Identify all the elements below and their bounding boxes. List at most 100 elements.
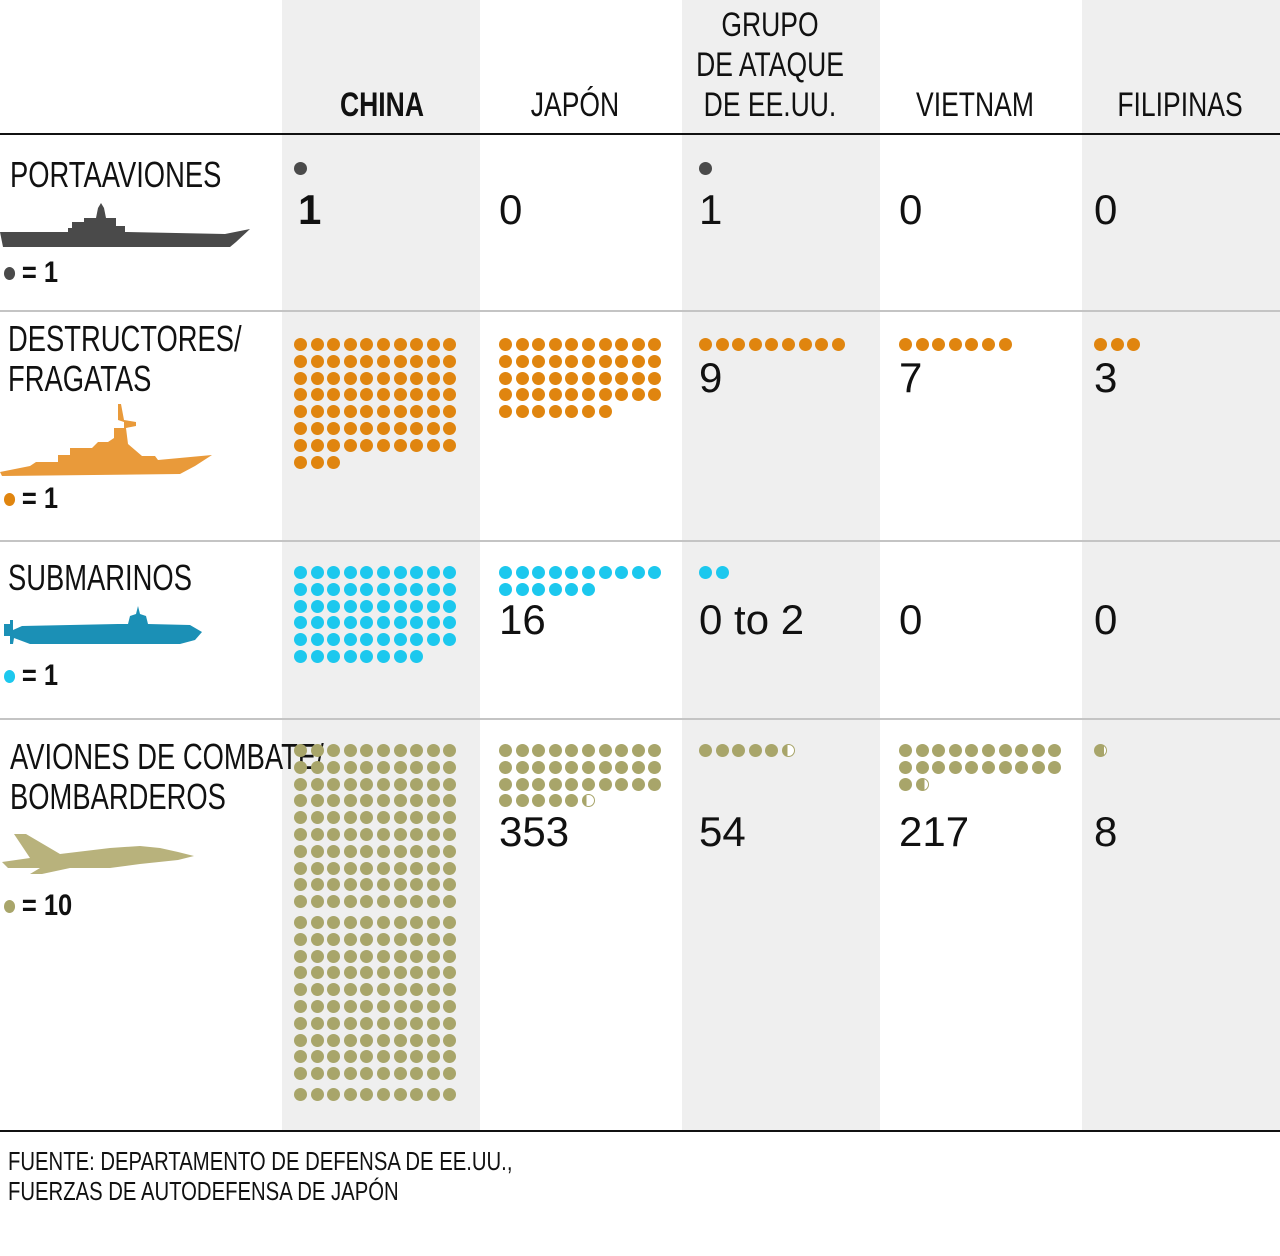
header-japon: JAPÓN: [530, 86, 620, 124]
unit-dot: [343, 1088, 357, 1101]
row-label-destructores-line1: DESTRUCTORES/: [8, 318, 242, 359]
unit-dot: [360, 744, 374, 757]
unit-dot: [831, 338, 845, 351]
unit-dot: [443, 438, 457, 452]
unit-dot: [310, 1016, 324, 1030]
unit-dot: [343, 1050, 357, 1064]
unit-dot: [393, 1067, 407, 1081]
unit-dot: [426, 983, 440, 997]
unit-dot: [343, 794, 357, 808]
unit-dot: [532, 794, 546, 808]
unit-dot: [548, 582, 562, 596]
unit-dot: [327, 438, 341, 452]
unit-dot: [648, 338, 662, 351]
unit-dot: [998, 338, 1012, 351]
partial-unit-dot: [782, 744, 795, 757]
unit-dot: [548, 405, 562, 419]
unit-dot: [410, 744, 424, 757]
row-label-portaaviones: PORTAAVIONES: [10, 154, 222, 195]
unit-dot: [499, 405, 512, 419]
unit-dot: [393, 422, 407, 435]
value-label: 16: [499, 596, 546, 643]
partial-unit-dot: [1094, 744, 1107, 757]
partial-unit-dot: [915, 777, 929, 791]
unit-dot: [360, 405, 374, 419]
unit-dot: [948, 338, 962, 351]
unit-dot: [748, 338, 762, 351]
unit-dot: [360, 1016, 374, 1030]
unit-dot: [327, 599, 341, 613]
unit-dot: [532, 582, 546, 596]
unit-dot: [699, 566, 712, 579]
fighter-jet-icon: [2, 834, 194, 874]
unit-dot: [410, 777, 424, 791]
unit-dot: [648, 371, 662, 385]
unit-dot: [343, 1067, 357, 1081]
unit-dot: [631, 388, 645, 402]
unit-dot: [294, 949, 307, 963]
unit-dot: [532, 744, 546, 757]
unit-dot: [499, 371, 512, 385]
unit-dot: [294, 861, 307, 875]
unit-dot: [377, 949, 390, 963]
unit-dot: [798, 338, 812, 351]
header-us-line2: DE ATAQUE: [696, 46, 844, 84]
unit-dot: [343, 983, 357, 997]
unit-dot: [343, 895, 357, 909]
unit-dot: [426, 1033, 440, 1047]
unit-dot: [426, 760, 440, 774]
value-label: 1: [298, 186, 322, 233]
unit-dot: [426, 338, 440, 351]
unit-dot: [565, 338, 579, 351]
unit-dot: [899, 744, 912, 757]
unit-dot: [377, 828, 390, 841]
unit-dot: [426, 616, 440, 630]
unit-dot: [327, 811, 341, 825]
unit-dot: [499, 388, 512, 402]
unit-dot: [565, 777, 579, 791]
unit-dot: [343, 338, 357, 351]
unit-dot: [565, 582, 579, 596]
value-label: 0: [899, 596, 923, 643]
unit-dot: [410, 828, 424, 841]
header-vietnam: VIETNAM: [916, 86, 1034, 124]
unit-dot: [327, 966, 341, 980]
unit-dot: [327, 1000, 341, 1013]
unit-dot: [294, 916, 307, 929]
unit-dot: [410, 811, 424, 825]
unit-dot: [393, 844, 407, 858]
unit-dot: [393, 1000, 407, 1013]
unit-dot: [499, 777, 512, 791]
legend-dot: [4, 266, 16, 280]
unit-dot: [294, 633, 307, 647]
unit-dot: [598, 354, 612, 368]
unit-dot: [499, 338, 512, 351]
unit-dot: [294, 371, 307, 385]
unit-dot: [982, 760, 995, 774]
unit-dot: [631, 371, 645, 385]
unit-dot: [327, 616, 341, 630]
legend-text: = 10: [21, 889, 73, 922]
unit-dot: [310, 828, 324, 841]
unit-dot: [932, 744, 946, 757]
unit-dot: [343, 844, 357, 858]
unit-dot: [598, 566, 612, 579]
unit-dot: [499, 566, 512, 579]
unit-dot: [377, 861, 390, 875]
unit-dot: [915, 760, 929, 774]
value-label: 0: [899, 186, 923, 233]
destroyer-icon: [0, 404, 212, 476]
unit-dot: [565, 760, 579, 774]
unit-dot: [377, 1088, 390, 1101]
unit-dot: [310, 566, 324, 579]
unit-dot: [443, 844, 457, 858]
unit-dot: [410, 1033, 424, 1047]
unit-dot: [443, 966, 457, 980]
unit-dot: [426, 916, 440, 929]
unit-dot: [310, 760, 324, 774]
source-line-2: FUERZAS DE AUTODEFENSA DE JAPÓN: [8, 1176, 399, 1206]
unit-dot: [443, 932, 457, 946]
unit-dot: [443, 422, 457, 435]
unit-dot: [393, 983, 407, 997]
legend-dot: [4, 669, 16, 683]
